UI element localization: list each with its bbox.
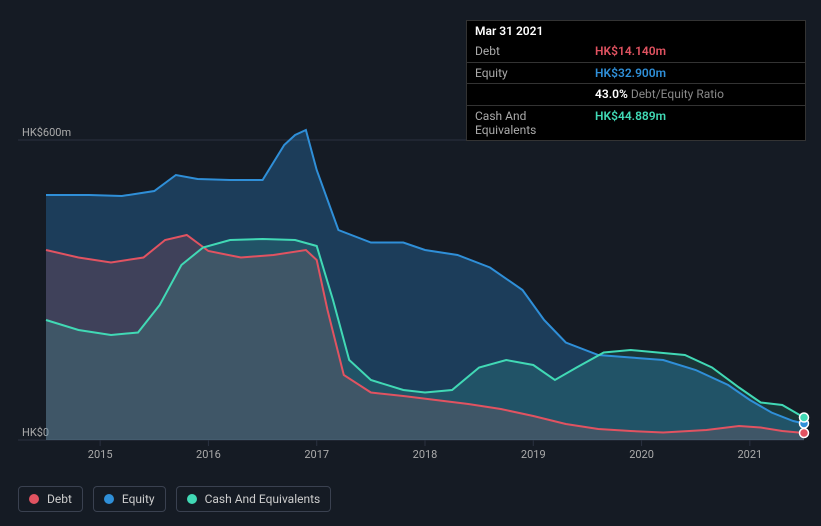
tooltip-row-label: Equity	[467, 63, 587, 83]
tooltip-row-label	[467, 84, 587, 104]
tooltip-row-value: HK$14.140m	[587, 41, 797, 61]
legend-item-cash[interactable]: Cash And Equivalents	[176, 486, 332, 512]
x-axis-tick-label: 2016	[196, 448, 221, 461]
legend-item-equity[interactable]: Equity	[93, 486, 166, 512]
x-axis-tick-label: 2020	[629, 448, 654, 461]
tooltip-row: 43.0% Debt/Equity Ratio	[467, 83, 805, 104]
tooltip-row: Cash And EquivalentsHK$44.889m	[467, 105, 805, 141]
tooltip-row-value: HK$44.889m	[587, 106, 797, 141]
tooltip-row: EquityHK$32.900m	[467, 62, 805, 83]
legend-dot-icon	[187, 494, 197, 504]
x-axis-tick-label: 2021	[737, 448, 762, 461]
legend-item-label: Debt	[47, 492, 72, 506]
tooltip-row: DebtHK$14.140m	[467, 41, 805, 61]
end-dot-cash	[800, 413, 809, 422]
tooltip-date: Mar 31 2021	[467, 21, 551, 41]
x-axis-tick-label: 2015	[88, 448, 113, 461]
x-axis-tick-label: 2019	[521, 448, 546, 461]
x-axis-tick-label: 2018	[413, 448, 438, 461]
legend-item-debt[interactable]: Debt	[18, 486, 83, 512]
legend-item-label: Equity	[122, 492, 155, 506]
legend-dot-icon	[29, 494, 39, 504]
chart-container: HK$600m HK$0 201520162017201820192020202…	[0, 0, 821, 526]
x-axis-tick-label: 2017	[304, 448, 329, 461]
legend-item-label: Cash And Equivalents	[205, 492, 321, 506]
chart-legend: Debt Equity Cash And Equivalents	[18, 486, 331, 512]
end-dot-debt	[800, 429, 809, 438]
legend-dot-icon	[104, 494, 114, 504]
tooltip-row-value: 43.0% Debt/Equity Ratio	[587, 84, 797, 104]
tooltip-row-label: Cash And Equivalents	[467, 106, 587, 141]
tooltip-row-label: Debt	[467, 41, 587, 61]
chart-tooltip: Mar 31 2021 DebtHK$14.140mEquityHK$32.90…	[466, 20, 806, 141]
tooltip-row-value: HK$32.900m	[587, 63, 797, 83]
